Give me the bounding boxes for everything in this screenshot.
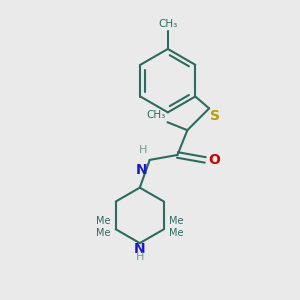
Text: H: H [140,145,148,155]
Text: CH₃: CH₃ [158,19,178,29]
Text: Me: Me [96,228,111,238]
Text: CH₃: CH₃ [146,110,166,120]
Text: O: O [208,153,220,167]
Text: Me: Me [96,216,111,226]
Text: N: N [134,242,146,256]
Text: Me: Me [169,228,183,238]
Text: H: H [136,252,144,262]
Text: S: S [210,110,220,123]
Text: N: N [136,163,148,177]
Text: Me: Me [169,216,183,226]
